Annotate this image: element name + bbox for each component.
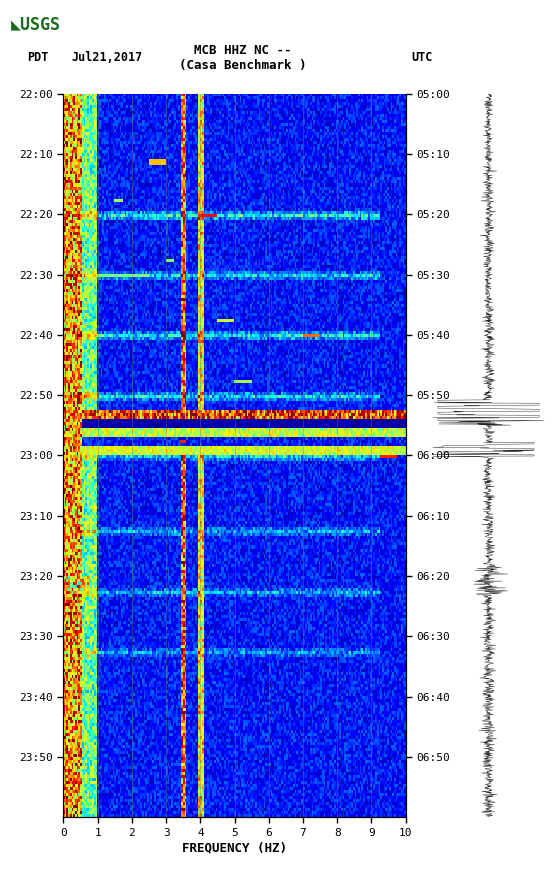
Text: ◣USGS: ◣USGS [11, 15, 61, 33]
Text: UTC: UTC [411, 51, 433, 63]
Text: (Casa Benchmark ): (Casa Benchmark ) [179, 59, 306, 71]
X-axis label: FREQUENCY (HZ): FREQUENCY (HZ) [182, 842, 287, 855]
Text: PDT: PDT [28, 51, 49, 63]
Text: Jul21,2017: Jul21,2017 [72, 51, 143, 63]
Text: MCB HHZ NC --: MCB HHZ NC -- [194, 44, 291, 56]
